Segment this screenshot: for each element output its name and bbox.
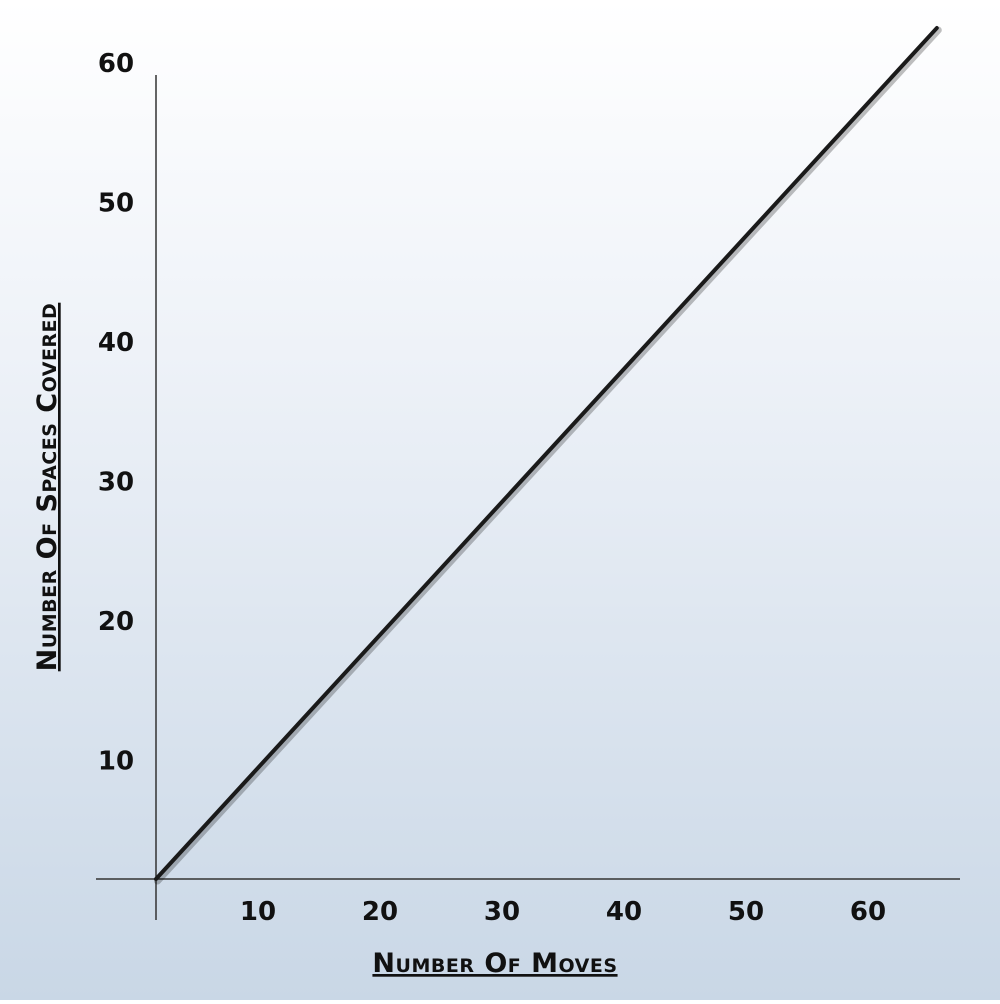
y-tick-label: 60 [98, 49, 134, 79]
series-line-shadow [154, 26, 942, 885]
x-tick-label: 60 [850, 897, 886, 927]
y-tick-label: 10 [98, 747, 134, 777]
series [154, 26, 942, 885]
y-axis-title: Number Of Spaces Covered [32, 303, 63, 672]
x-tick-label: 30 [484, 897, 520, 927]
y-tick-label: 20 [98, 607, 134, 637]
axis-titles: Number Of Moves Number Of Spaces Covered [32, 303, 617, 979]
x-tick-labels: 10 20 30 40 50 60 [240, 897, 886, 927]
x-tick-label: 50 [728, 897, 764, 927]
x-tick-label: 40 [606, 897, 642, 927]
y-tick-labels: 10 20 30 40 50 60 [98, 49, 134, 777]
x-axis-title: Number Of Moves [372, 948, 617, 979]
x-tick-label: 20 [362, 897, 398, 927]
x-tick-label: 10 [240, 897, 276, 927]
axes [96, 75, 960, 920]
y-tick-label: 50 [98, 189, 134, 219]
series-line [154, 26, 939, 881]
y-tick-label: 30 [98, 468, 134, 498]
y-tick-label: 40 [98, 328, 134, 358]
